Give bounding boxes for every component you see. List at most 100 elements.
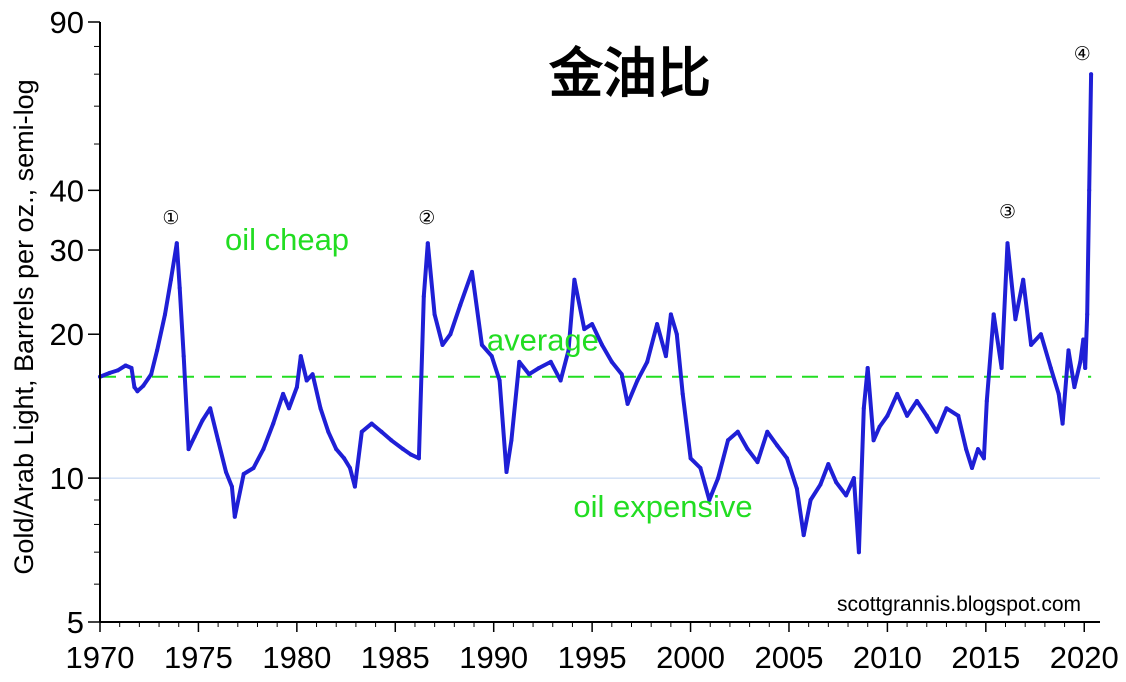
data-point — [504, 470, 509, 474]
data-point — [369, 421, 374, 426]
data-point — [625, 401, 630, 406]
data-point — [181, 354, 186, 359]
data-point — [794, 486, 799, 491]
series-group — [98, 72, 1094, 555]
data-point — [425, 241, 430, 246]
data-point — [851, 476, 856, 481]
data-point — [1056, 391, 1061, 396]
data-point — [229, 484, 234, 489]
y-tick-label-40: 40 — [50, 173, 84, 208]
data-point — [326, 429, 331, 434]
data-point — [1078, 359, 1083, 364]
data-point — [834, 480, 839, 485]
data-point — [934, 429, 939, 434]
data-point — [1081, 337, 1086, 342]
data-point — [964, 447, 969, 452]
data-point — [1029, 342, 1034, 347]
data-point — [818, 482, 823, 487]
data-point — [304, 378, 309, 383]
data-point — [241, 472, 246, 476]
data-point — [582, 327, 587, 332]
data-point — [924, 413, 929, 418]
data-point — [141, 383, 146, 388]
data-point — [976, 447, 980, 452]
data-point — [674, 332, 679, 337]
data-point — [281, 391, 286, 396]
data-point — [905, 413, 910, 418]
data-point — [342, 456, 347, 461]
x-tick-label-2010: 2010 — [853, 640, 922, 675]
data-point — [566, 348, 571, 353]
data-point — [1048, 366, 1053, 370]
x-tick-label-2005: 2005 — [754, 640, 823, 675]
data-point — [1089, 72, 1094, 77]
data-point — [600, 342, 604, 347]
data-point — [310, 372, 315, 377]
data-point — [448, 332, 453, 337]
data-point — [698, 466, 703, 470]
x-tick-label-2000: 2000 — [656, 640, 725, 675]
source-credit: scottgrannis.blogspot.com — [837, 593, 1081, 616]
data-point — [440, 342, 445, 347]
data-point — [115, 368, 120, 373]
data-point — [359, 429, 364, 434]
data-point — [479, 342, 484, 347]
data-point — [808, 498, 813, 502]
data-point — [999, 366, 1004, 370]
data-point — [107, 370, 112, 375]
x-tick-label-1995: 1995 — [558, 640, 627, 675]
x-axis-ticks: 1970 1975 1980 1985 1990 1995 2000 2005 2010 2015… — [66, 622, 1119, 675]
axes — [99, 22, 1100, 623]
data-point — [271, 421, 276, 426]
event-marker-3: ③ — [999, 201, 1016, 223]
data-point — [261, 447, 266, 452]
data-point — [726, 438, 730, 443]
x-tick-label-1970: 1970 — [66, 640, 135, 675]
data-point — [129, 366, 134, 370]
data-point — [389, 438, 394, 443]
data-point — [801, 533, 806, 538]
data-point — [645, 359, 650, 364]
data-point — [558, 378, 563, 383]
data-point — [663, 354, 668, 359]
annotation-oil-expensive: oil expensive — [573, 489, 752, 524]
data-point — [877, 424, 882, 429]
data-point — [944, 406, 949, 411]
data-point — [970, 466, 974, 470]
data-point — [318, 406, 323, 411]
data-point — [895, 391, 900, 396]
data-point — [294, 385, 299, 390]
data-point — [680, 391, 685, 396]
data-point — [200, 418, 205, 423]
data-point — [348, 466, 352, 470]
data-point — [123, 363, 128, 368]
data-point — [572, 277, 577, 282]
chart-title: 金油比 — [548, 41, 711, 105]
data-point — [716, 476, 721, 481]
data-point — [132, 385, 137, 390]
data-point — [208, 406, 213, 411]
data-point — [537, 366, 541, 370]
data-point — [470, 269, 474, 274]
x-tick-label-1975: 1975 — [164, 640, 233, 675]
data-point — [177, 285, 182, 290]
data-point — [232, 514, 237, 519]
data-point — [497, 378, 502, 383]
data-point — [1066, 348, 1071, 353]
x-tick-label-1985: 1985 — [361, 640, 430, 675]
data-point — [1087, 188, 1092, 193]
data-point — [1072, 385, 1077, 390]
data-point — [298, 354, 303, 359]
data-point — [216, 438, 221, 443]
data-point — [785, 456, 789, 461]
data-point — [914, 399, 919, 403]
annotation-oil-cheap: oil cheap — [225, 222, 349, 257]
data-point — [1085, 312, 1090, 317]
data-point — [421, 294, 426, 299]
data-point — [1083, 366, 1088, 370]
data-point — [527, 372, 532, 377]
data-point — [409, 452, 413, 457]
y-tick-label-90: 90 — [50, 5, 84, 40]
data-point — [861, 406, 866, 411]
